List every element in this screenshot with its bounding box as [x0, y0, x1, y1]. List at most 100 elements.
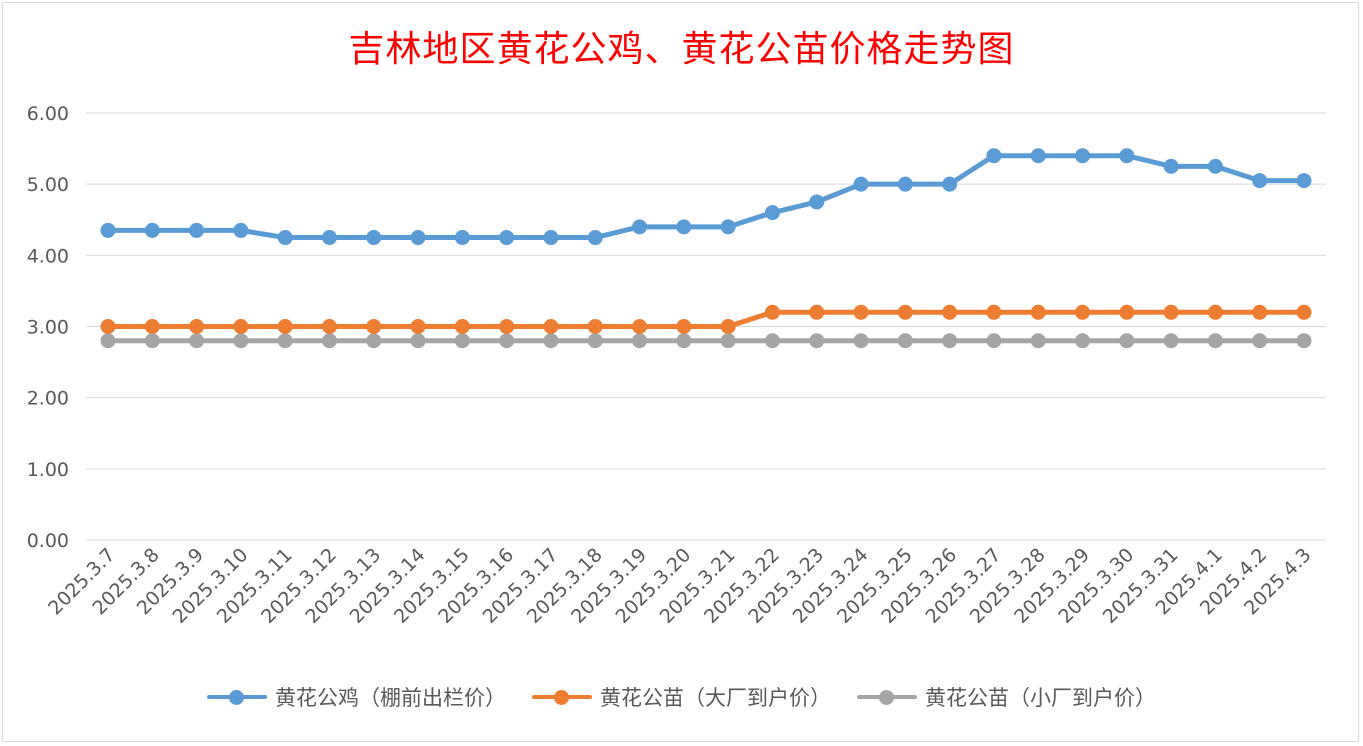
- data-point: [1252, 173, 1268, 189]
- data-point: [764, 333, 780, 349]
- data-point: [720, 319, 736, 334]
- data-point: [233, 222, 249, 238]
- data-point: [1163, 304, 1179, 320]
- data-point: [144, 222, 160, 238]
- data-point: [632, 333, 648, 349]
- data-point: [189, 319, 205, 334]
- data-point: [1296, 173, 1312, 189]
- legend-swatch: [532, 687, 592, 707]
- data-point: [853, 333, 869, 349]
- data-point: [1207, 333, 1223, 349]
- data-point: [986, 333, 1002, 349]
- data-point: [499, 333, 515, 349]
- y-tick-label: 6.00: [27, 103, 69, 125]
- data-point: [1030, 304, 1046, 320]
- y-tick-label: 1.00: [27, 459, 69, 481]
- legend-label: 黄花公苗（大厂到户价）: [600, 686, 831, 710]
- data-point: [587, 230, 603, 246]
- data-point: [321, 230, 337, 246]
- data-point: [809, 333, 825, 349]
- legend-label: 黄花公鸡（棚前出栏价）: [275, 686, 506, 710]
- data-point: [366, 319, 382, 334]
- data-point: [853, 176, 869, 192]
- data-point: [1163, 158, 1179, 174]
- data-point: [1119, 304, 1135, 320]
- data-point: [809, 304, 825, 320]
- data-point: [809, 194, 825, 210]
- chart-title: 吉林地区黄花公鸡、黄花公苗价格走势图: [348, 29, 1015, 70]
- data-point: [100, 222, 116, 238]
- data-point: [454, 230, 470, 246]
- series-line: [105, 153, 1307, 241]
- data-point: [144, 333, 160, 349]
- legend: 黄花公鸡（棚前出栏价） 黄花公苗（大厂到户价） 黄花公苗（小厂到户价）: [0, 682, 1363, 712]
- data-point: [587, 333, 603, 349]
- data-point: [454, 319, 470, 334]
- data-point: [676, 319, 692, 334]
- data-point: [986, 304, 1002, 320]
- data-point: [942, 304, 958, 320]
- data-point: [942, 176, 958, 192]
- data-point: [277, 319, 293, 334]
- data-point: [543, 230, 559, 246]
- data-point: [897, 333, 913, 349]
- data-point: [986, 148, 1002, 164]
- data-point: [410, 230, 426, 246]
- data-point: [1030, 148, 1046, 164]
- x-axis-ticks: 2025.3.72025.3.82025.3.92025.3.102025.3.…: [44, 544, 1315, 628]
- data-point: [1252, 304, 1268, 320]
- data-point: [410, 333, 426, 349]
- data-point: [366, 230, 382, 246]
- data-point: [1075, 304, 1091, 320]
- legend-swatch: [207, 687, 267, 707]
- legend-item-1: 黄花公鸡（棚前出栏价）: [207, 682, 506, 712]
- data-point: [543, 333, 559, 349]
- data-point: [632, 319, 648, 334]
- data-point: [233, 319, 249, 334]
- data-point: [454, 333, 470, 349]
- data-point: [897, 176, 913, 192]
- data-point: [366, 333, 382, 349]
- legend-item-2: 黄花公苗（大厂到户价）: [532, 682, 831, 712]
- data-point: [1207, 304, 1223, 320]
- data-point: [676, 333, 692, 349]
- data-point: [676, 219, 692, 235]
- data-point: [100, 333, 116, 349]
- data-point: [410, 319, 426, 334]
- data-point: [1030, 333, 1046, 349]
- data-point: [897, 304, 913, 320]
- data-point: [1119, 333, 1135, 349]
- series-1: [100, 148, 1312, 246]
- gridlines: [86, 112, 1326, 541]
- y-tick-label: 3.00: [27, 317, 69, 339]
- y-tick-label: 0.00: [27, 530, 69, 552]
- data-point: [321, 319, 337, 334]
- y-axis-ticks: 0.00 1.00 2.00 3.00 4.00 5.00 6.00: [27, 103, 69, 552]
- data-point: [720, 333, 736, 349]
- data-point: [321, 333, 337, 349]
- data-point: [1296, 333, 1312, 349]
- data-point: [100, 319, 116, 334]
- y-tick-label: 4.00: [27, 245, 69, 267]
- data-point: [853, 304, 869, 320]
- data-point: [144, 319, 160, 334]
- series-3: [100, 333, 1312, 349]
- data-point: [1296, 304, 1312, 320]
- data-point: [1207, 158, 1223, 174]
- data-point: [587, 319, 603, 334]
- data-point: [720, 219, 736, 235]
- data-point: [764, 304, 780, 320]
- legend-label: 黄花公苗（小厂到户价）: [925, 686, 1156, 710]
- data-point: [189, 222, 205, 238]
- legend-item-3: 黄花公苗（小厂到户价）: [857, 682, 1156, 712]
- data-point: [277, 333, 293, 349]
- data-point: [632, 219, 648, 235]
- data-point: [764, 205, 780, 221]
- data-point: [543, 319, 559, 334]
- legend-swatch: [857, 687, 917, 707]
- y-tick-label: 2.00: [27, 388, 69, 410]
- data-point: [1119, 148, 1135, 164]
- data-point: [1075, 148, 1091, 164]
- series-2: [100, 304, 1312, 334]
